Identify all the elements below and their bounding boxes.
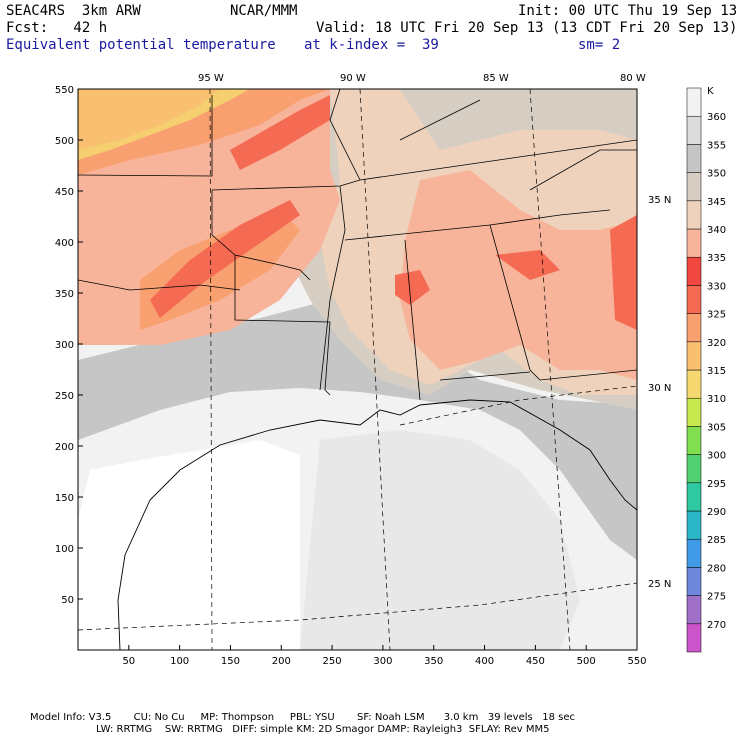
x-tick-label: 400 [475,656,494,667]
colorbar-swatch [686,285,702,314]
x-axis: 50 100 150 200 250 300 350 400 450 500 550 [122,645,647,667]
y-tick-label: 300 [55,340,74,351]
lon-label-95w: 95 W [198,73,224,84]
colorbar-level-label: 345 [707,197,726,208]
lat-label-25n: 25 N [648,579,671,590]
colorbar-swatch [686,567,702,596]
colorbar-level-label: 280 [707,563,726,574]
valid-time: Valid: 18 UTC Fri 20 Sep 13 (13 CDT Fri … [316,20,738,36]
colorbar-swatch [686,426,702,455]
x-tick-label: 300 [373,656,392,667]
lat-label-35n: 35 N [648,195,671,206]
colorbar-swatch [686,144,702,173]
y-tick-label: 400 [55,238,74,249]
colorbar-level-label: 285 [707,535,726,546]
field-name: Equivalent potential temperature [6,37,276,53]
center-label: NCAR/MMM [230,3,298,19]
level-label: at k-index = 39 [304,37,439,53]
x-tick-label: 200 [272,656,291,667]
colorbar-swatch [686,397,702,427]
colorbar-level-label: 315 [707,366,726,377]
x-tick-label: 500 [577,656,596,667]
colorbar-level-label: 275 [707,592,726,603]
state-borders [78,89,637,401]
lon-label-90w: 90 W [340,73,366,84]
colorbar-level-label: 300 [707,451,726,462]
x-tick-label: 250 [323,656,342,667]
colorbar-level-label: 340 [707,225,726,236]
colorbar-swatch [686,369,702,399]
colorbar-level-label: 325 [707,310,726,321]
y-tick-label: 550 [55,85,74,96]
lon-label-80w: 80 W [620,73,646,84]
colorbar-swatch [686,623,702,653]
colorbar-swatch [686,454,702,484]
x-tick-label: 150 [221,656,240,667]
x-tick-label: 550 [627,656,646,667]
y-axis: 50 100 150 200 250 300 350 400 450 500 550 [55,85,83,606]
x-tick-label: 350 [424,656,443,667]
x-tick-label: 50 [122,656,135,667]
y-tick-label: 100 [55,544,74,555]
colorbar-swatch [686,510,702,540]
model-info-line1: Model Info: V3.5 CU: No Cu MP: Thompson … [30,712,576,723]
theta-e-field [78,89,637,650]
colorbar-swatch [686,87,702,117]
y-tick-label: 200 [55,442,74,453]
colorbar-swatch [686,115,702,145]
colorbar: 270 275 280 285 290 295 300 305 310 315 320 325 330 3… [686,87,726,653]
init-time: Init: 00 UTC Thu 19 Sep 13 [518,3,738,19]
y-tick-label: 250 [55,391,74,402]
x-tick-label: 100 [170,656,189,667]
model-info-line2: LW: RRTMG SW: RRTMG DIFF: simple KM: 2D … [96,724,550,735]
colorbar-swatch [686,482,702,512]
graticule [78,89,637,650]
colorbar-swatch [686,256,702,286]
colorbar-level-label: 335 [707,253,726,264]
colorbar-level-label: 295 [707,479,726,490]
colorbar-swatch [686,200,702,230]
y-tick-label: 350 [55,289,74,300]
y-tick-label: 450 [55,187,74,198]
colorbar-level-label: 320 [707,338,726,349]
smoothing-label: sm= 2 [578,37,621,53]
plot-frame [77,88,638,651]
colorbar-swatch [686,341,702,371]
colorbar-level-label: 290 [707,507,726,518]
colorbar-level-label: 360 [707,112,726,123]
colorbar-level-label: 350 [707,169,726,180]
colorbar-swatch [686,228,702,258]
colorbar-level-label: 310 [707,394,726,405]
forecast-hour: Fcst: 42 h [6,20,108,36]
y-tick-label: 150 [55,493,74,504]
colorbar-level-label: 355 [707,140,726,151]
colorbar-unit: K [707,86,714,97]
lon-label-85w: 85 W [483,73,509,84]
colorbar-level-label: 270 [707,620,726,631]
colorbar-level-label: 305 [707,422,726,433]
colorbar-swatch [686,313,702,343]
y-tick-label: 50 [61,595,74,606]
colorbar-level-label: 330 [707,281,726,292]
y-tick-label: 500 [55,136,74,147]
x-tick-label: 450 [526,656,545,667]
lat-label-30n: 30 N [648,383,671,394]
model-title: SEAC4RS 3km ARW [6,3,141,19]
colorbar-swatch [686,538,702,568]
colorbar-swatch [686,172,702,202]
colorbar-swatch [686,595,702,625]
coastline [117,399,637,650]
